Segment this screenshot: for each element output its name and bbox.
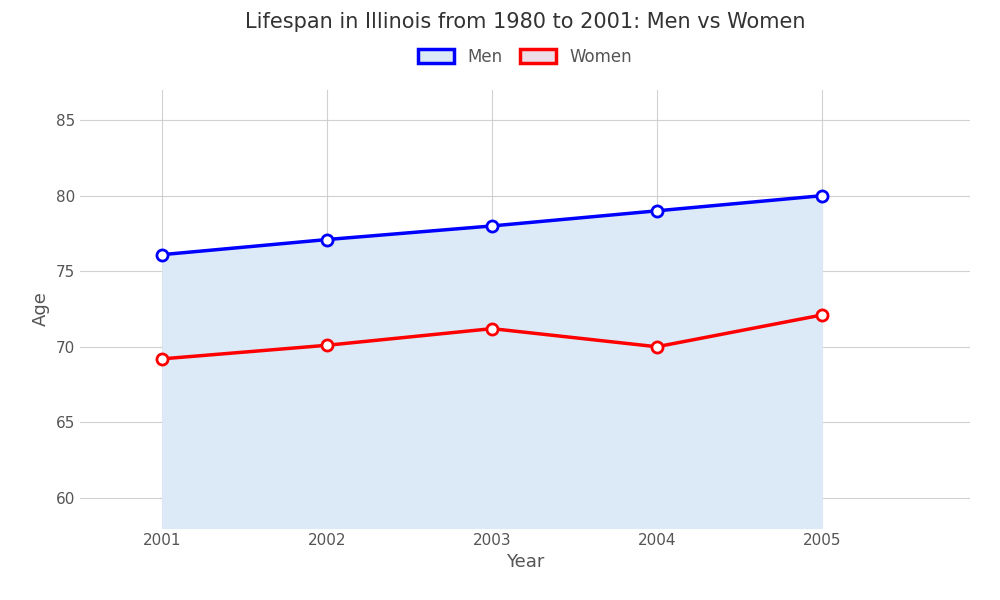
Title: Lifespan in Illinois from 1980 to 2001: Men vs Women: Lifespan in Illinois from 1980 to 2001: … bbox=[245, 11, 805, 31]
X-axis label: Year: Year bbox=[506, 553, 544, 571]
Y-axis label: Age: Age bbox=[32, 292, 50, 326]
Legend: Men, Women: Men, Women bbox=[411, 41, 639, 73]
